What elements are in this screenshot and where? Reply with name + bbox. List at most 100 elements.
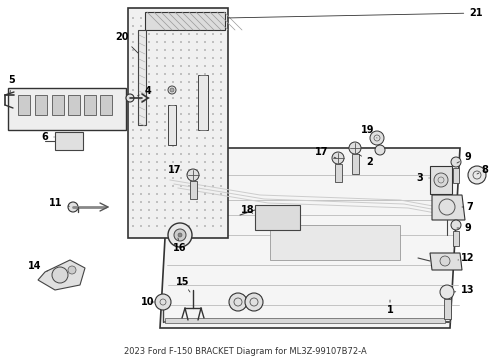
Circle shape (132, 217, 134, 219)
Circle shape (164, 113, 166, 115)
Circle shape (156, 73, 158, 75)
Circle shape (188, 113, 190, 115)
Circle shape (196, 209, 197, 211)
Circle shape (148, 41, 150, 43)
Text: 7: 7 (462, 202, 473, 212)
Circle shape (132, 169, 134, 171)
Circle shape (188, 57, 190, 59)
Circle shape (132, 121, 134, 123)
Circle shape (204, 41, 206, 43)
Polygon shape (430, 253, 462, 270)
Circle shape (148, 129, 150, 131)
Circle shape (148, 185, 150, 187)
Circle shape (196, 73, 197, 75)
Circle shape (220, 177, 221, 179)
Circle shape (164, 89, 166, 91)
Bar (128, 8, 228, 238)
Circle shape (156, 137, 158, 139)
Circle shape (148, 25, 150, 27)
Circle shape (204, 81, 206, 83)
Circle shape (196, 137, 197, 139)
Circle shape (212, 153, 214, 155)
Circle shape (180, 89, 182, 91)
Circle shape (204, 65, 206, 67)
Circle shape (52, 267, 68, 283)
Circle shape (172, 217, 173, 219)
Circle shape (156, 49, 158, 51)
Circle shape (132, 81, 134, 83)
Circle shape (140, 33, 142, 35)
Circle shape (196, 81, 197, 83)
Text: 13: 13 (454, 285, 475, 295)
Circle shape (212, 177, 214, 179)
Circle shape (212, 193, 214, 195)
Circle shape (204, 25, 206, 27)
Circle shape (148, 65, 150, 67)
Circle shape (204, 225, 206, 227)
Circle shape (196, 217, 197, 219)
Circle shape (212, 225, 214, 227)
Circle shape (220, 25, 221, 27)
Text: 14: 14 (28, 261, 48, 271)
Circle shape (140, 97, 142, 99)
Circle shape (196, 17, 197, 19)
Circle shape (196, 113, 197, 115)
Circle shape (180, 81, 182, 83)
Circle shape (172, 137, 173, 139)
Circle shape (164, 65, 166, 67)
Bar (35, 95, 47, 115)
Circle shape (220, 89, 221, 91)
Circle shape (172, 169, 173, 171)
Circle shape (180, 25, 182, 27)
Circle shape (220, 105, 221, 107)
Circle shape (156, 97, 158, 99)
Circle shape (164, 129, 166, 131)
Bar (190, 181, 197, 199)
Circle shape (196, 153, 197, 155)
Circle shape (164, 193, 166, 195)
Circle shape (168, 223, 192, 247)
Circle shape (180, 65, 182, 67)
Circle shape (220, 193, 221, 195)
Bar (138, 30, 146, 125)
Circle shape (164, 153, 166, 155)
Circle shape (156, 129, 158, 131)
Circle shape (172, 33, 173, 35)
Circle shape (140, 217, 142, 219)
Circle shape (156, 105, 158, 107)
Circle shape (172, 193, 173, 195)
Circle shape (156, 217, 158, 219)
Circle shape (168, 86, 176, 94)
Bar (18, 95, 30, 115)
Circle shape (164, 81, 166, 83)
Circle shape (172, 209, 173, 211)
Circle shape (204, 121, 206, 123)
Circle shape (212, 81, 214, 83)
Bar (84, 95, 96, 115)
Polygon shape (38, 260, 85, 290)
Circle shape (188, 89, 190, 91)
Bar (335, 164, 342, 182)
Text: 6: 6 (42, 132, 54, 142)
Circle shape (156, 121, 158, 123)
Circle shape (156, 33, 158, 35)
Circle shape (180, 129, 182, 131)
Bar (165, 318, 445, 323)
Circle shape (164, 73, 166, 75)
Circle shape (188, 17, 190, 19)
Circle shape (220, 65, 221, 67)
Circle shape (148, 209, 150, 211)
Circle shape (204, 105, 206, 107)
Circle shape (172, 17, 173, 19)
Circle shape (148, 33, 150, 35)
Circle shape (156, 17, 158, 19)
Circle shape (164, 161, 166, 163)
Circle shape (132, 73, 134, 75)
Circle shape (212, 201, 214, 203)
Circle shape (126, 94, 134, 102)
Circle shape (156, 153, 158, 155)
Circle shape (220, 145, 221, 147)
Circle shape (148, 17, 150, 19)
Circle shape (140, 137, 142, 139)
Bar (270, 225, 400, 260)
